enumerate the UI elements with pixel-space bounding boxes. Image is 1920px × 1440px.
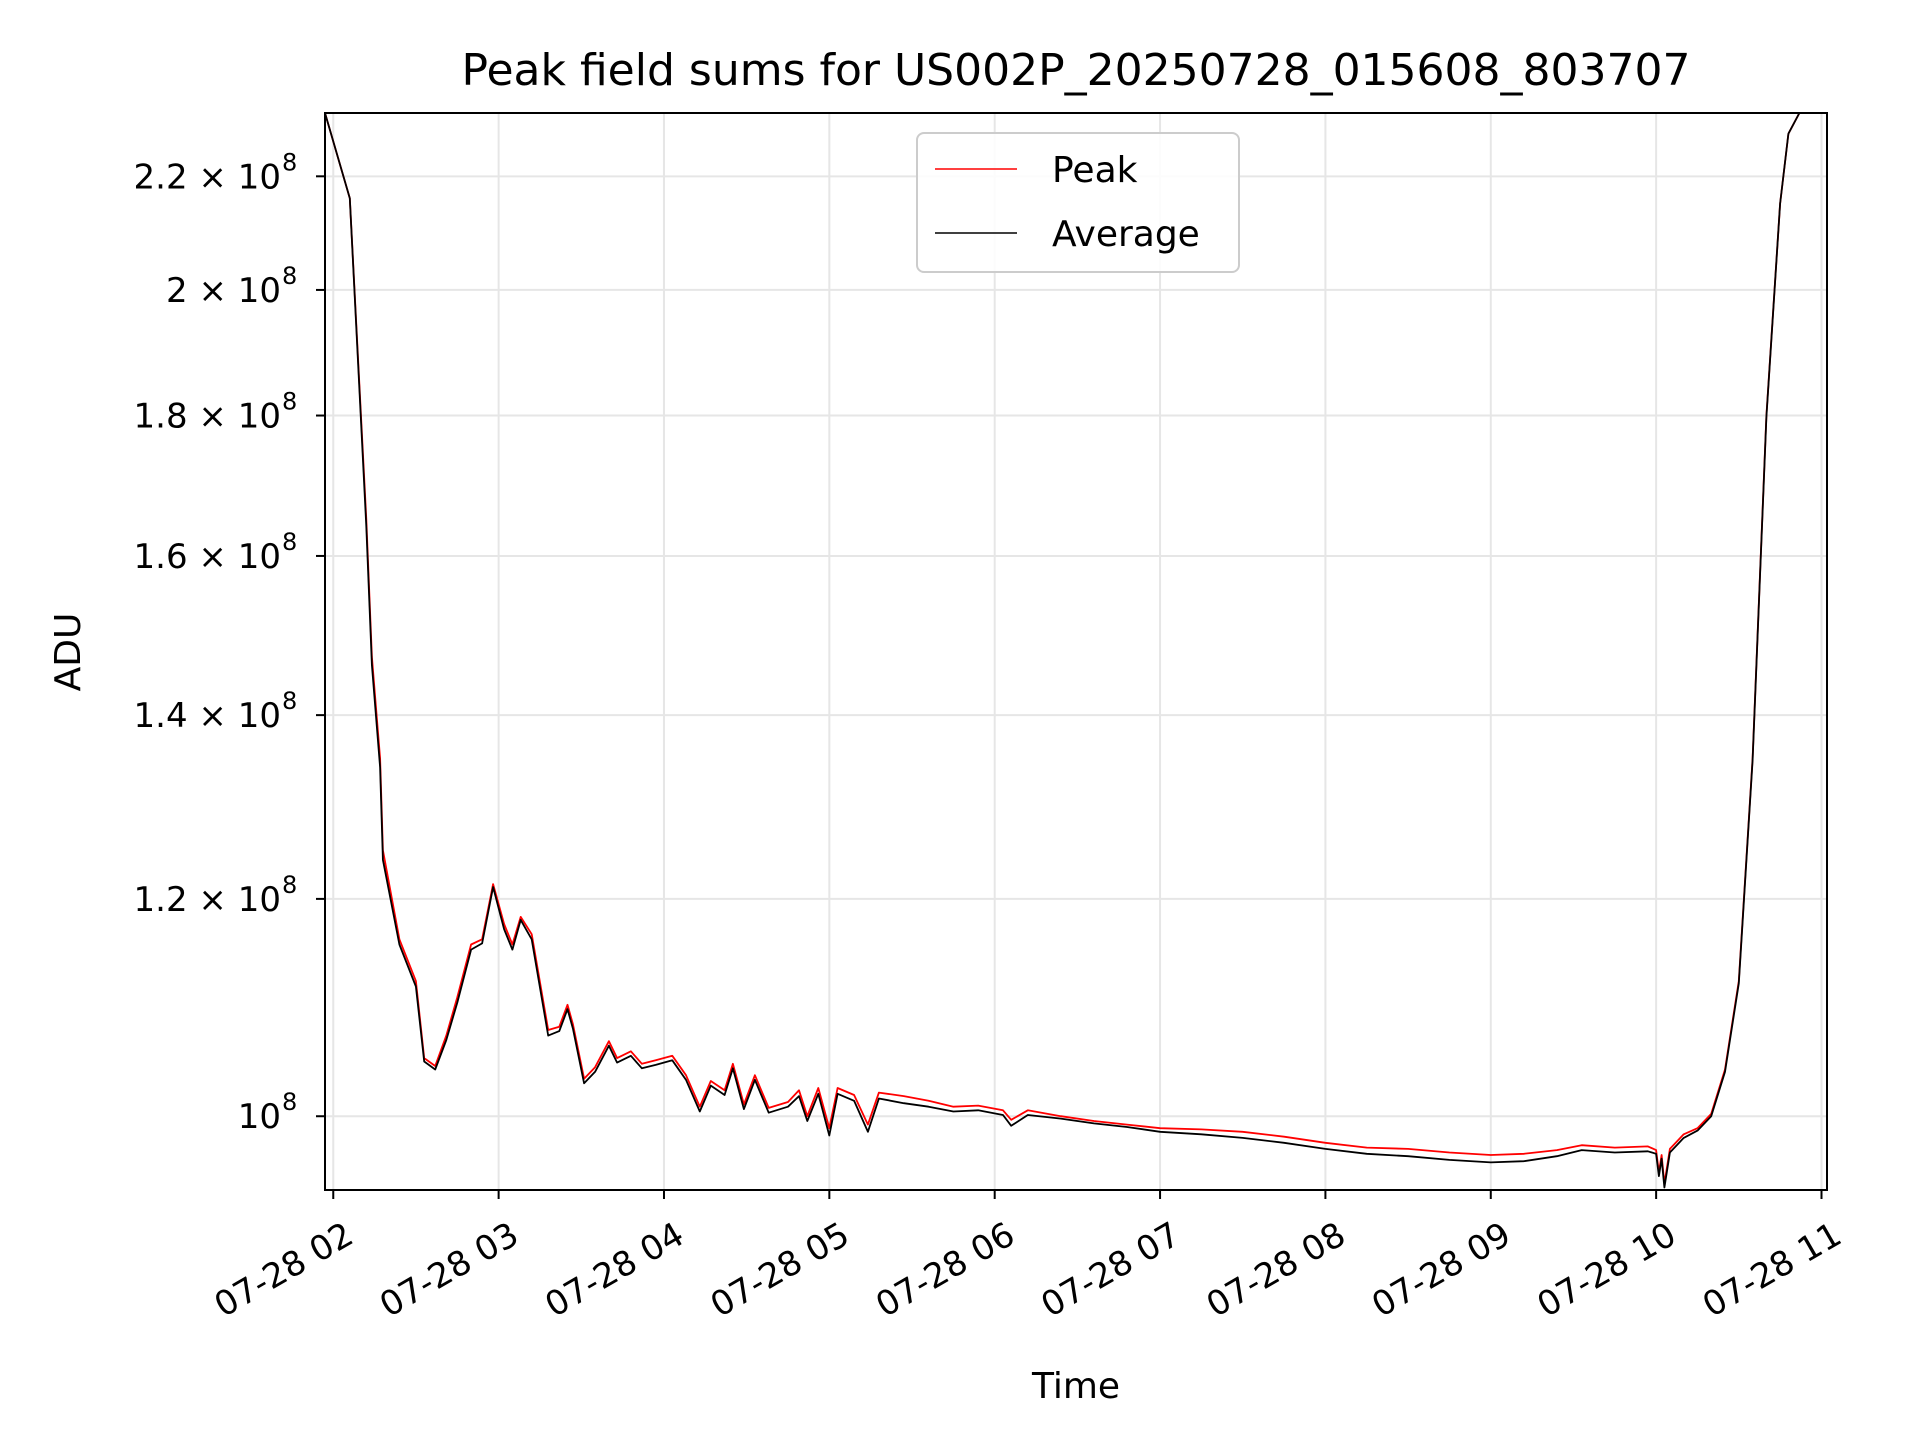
axes-frame: [324, 112, 1828, 1191]
y-tick-exponent: 8: [282, 1088, 297, 1116]
chart-title: Peak field sums for US002P_20250728_0156…: [462, 45, 1691, 96]
y-tick-exponent: 8: [282, 871, 297, 899]
y-tick-label: 1.6 × 10: [134, 537, 281, 577]
legend-frame: [916, 132, 1240, 273]
y-tick-label: 1.8 × 10: [134, 397, 281, 437]
grid: [325, 113, 1827, 1190]
y-axis-label: ADU: [48, 613, 89, 692]
y-tick-label: 2.2 × 10: [134, 157, 281, 197]
legend-label-peak: Peak: [1052, 150, 1138, 191]
plot-lines: [325, 113, 1822, 1189]
legend: Peak Average: [916, 132, 1240, 273]
y-tick-exponent: 8: [282, 687, 297, 715]
y-tick-label: 1.2 × 10: [134, 880, 281, 920]
y-tick-label: 2 × 10: [166, 271, 281, 311]
x-axis-label: Time: [1031, 1366, 1120, 1407]
y-tick-exponent: 8: [282, 148, 297, 176]
y-tick-label: 1.4 × 10: [134, 696, 281, 736]
series-line-average: [325, 113, 1822, 1189]
y-tick-label: 10: [238, 1097, 281, 1137]
y-tick-exponent: 8: [282, 528, 297, 556]
y-tick-exponent: 8: [282, 262, 297, 290]
legend-label-average: Average: [1052, 214, 1200, 255]
y-ticks: 10 81.2 × 10 81.4 × 10 81.6 × 10 81.8 × 10 82…: [134, 148, 325, 1137]
y-tick-exponent: 8: [282, 388, 297, 416]
